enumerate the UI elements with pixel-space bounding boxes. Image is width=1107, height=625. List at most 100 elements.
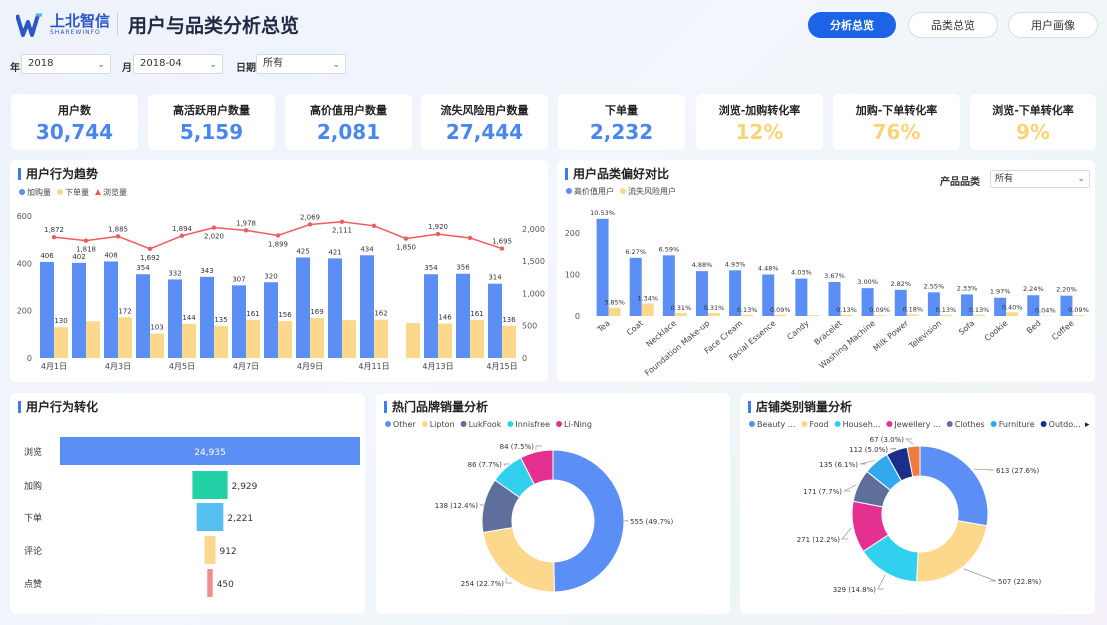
legend-entry[interactable]: Jewellery ...: [893, 420, 940, 429]
category-select[interactable]: 所有 ⌄: [990, 170, 1090, 188]
bar-purchase[interactable]: [104, 261, 118, 358]
legend-entry[interactable]: 高价值用户: [574, 186, 614, 196]
donut-slice[interactable]: [906, 445, 921, 478]
funnel-bar[interactable]: [196, 503, 224, 531]
bar-high-value[interactable]: [861, 288, 874, 316]
line-point[interactable]: [179, 233, 185, 238]
bar-order[interactable]: [118, 317, 132, 358]
bar-high-value[interactable]: [927, 292, 940, 316]
bar-high-value[interactable]: [629, 257, 642, 316]
bar-risk[interactable]: [840, 314, 853, 316]
bar-purchase[interactable]: [232, 285, 246, 358]
bar-purchase[interactable]: [200, 276, 214, 358]
line-point[interactable]: [467, 235, 473, 241]
funnel-bar[interactable]: [207, 569, 213, 597]
bar-purchase[interactable]: [296, 257, 310, 358]
legend-entry[interactable]: Other: [393, 420, 416, 429]
legend-entry[interactable]: 浏览量: [103, 187, 127, 197]
legend-entry[interactable]: Clothes: [955, 420, 985, 429]
nav-analysis-overview[interactable]: 分析总览: [808, 12, 896, 38]
bar-high-value[interactable]: [695, 271, 708, 316]
bar-high-value[interactable]: [762, 274, 775, 316]
bar-risk[interactable]: [973, 314, 986, 316]
line-point[interactable]: [371, 223, 377, 229]
legend-entry[interactable]: 下单量: [65, 187, 89, 197]
legend-entry[interactable]: Innisfree: [515, 420, 550, 429]
nav-category-overview[interactable]: 品类总览: [908, 12, 998, 38]
funnel-bar[interactable]: [60, 437, 360, 465]
funnel-bar[interactable]: [192, 471, 228, 499]
bar-order[interactable]: [374, 319, 388, 358]
month-select[interactable]: 2018-04 ⌄: [133, 54, 223, 74]
bar-high-value[interactable]: [828, 281, 841, 316]
legend-entry[interactable]: 流失风险用户: [628, 186, 676, 196]
bar-purchase[interactable]: [168, 279, 182, 358]
bar-order[interactable]: [182, 323, 196, 358]
bar-order[interactable]: [438, 323, 452, 358]
line-point[interactable]: [51, 234, 57, 240]
donut-slice[interactable]: [520, 449, 554, 486]
bar-purchase[interactable]: [456, 273, 470, 358]
line-point[interactable]: [339, 219, 345, 224]
legend-entry[interactable]: Lipton: [430, 420, 455, 429]
bar-order[interactable]: [246, 319, 260, 358]
legend-entry[interactable]: LukFook: [469, 420, 502, 429]
legend-entry[interactable]: Househ...: [843, 420, 881, 429]
year-select[interactable]: 2018 ⌄: [21, 54, 111, 74]
bar-risk[interactable]: [641, 303, 654, 316]
line-point[interactable]: [275, 233, 281, 238]
legend-entry[interactable]: Beauty ...: [757, 420, 795, 429]
line-point[interactable]: [83, 238, 89, 243]
bar-high-value[interactable]: [596, 218, 609, 316]
bar-order[interactable]: [310, 318, 324, 358]
line-point[interactable]: [115, 234, 121, 239]
bar-order[interactable]: [342, 320, 356, 358]
bar-risk[interactable]: [906, 314, 919, 316]
bar-purchase[interactable]: [424, 274, 438, 358]
date-select[interactable]: 所有 ⌄: [256, 54, 346, 74]
bar-purchase[interactable]: [72, 262, 86, 358]
bar-purchase[interactable]: [360, 255, 374, 358]
bar-purchase[interactable]: [328, 258, 342, 358]
bar-risk[interactable]: [674, 313, 687, 316]
bar-high-value[interactable]: [729, 270, 742, 316]
bar-purchase[interactable]: [264, 282, 278, 358]
nav-user-profile[interactable]: 用户画像: [1008, 12, 1098, 38]
bar-purchase[interactable]: [40, 261, 54, 358]
bar-risk[interactable]: [1072, 315, 1085, 316]
line-point[interactable]: [211, 225, 217, 230]
bar-risk[interactable]: [608, 307, 621, 316]
bar-risk[interactable]: [774, 314, 787, 316]
line-point[interactable]: [147, 246, 153, 251]
bar-risk[interactable]: [873, 315, 886, 316]
legend-next-icon[interactable]: ▸: [1085, 420, 1090, 430]
line-point[interactable]: [307, 222, 313, 227]
bar-high-value[interactable]: [961, 294, 974, 316]
bar-high-value[interactable]: [1027, 295, 1040, 316]
bar-order[interactable]: [470, 319, 484, 358]
funnel-bar[interactable]: [204, 536, 216, 564]
donut-slice[interactable]: [916, 520, 988, 583]
line-point[interactable]: [435, 231, 441, 237]
bar-purchase[interactable]: [136, 274, 150, 358]
legend-entry[interactable]: Food: [809, 420, 828, 429]
bar-order[interactable]: [86, 321, 100, 358]
bar-risk[interactable]: [741, 314, 754, 316]
legend-entry[interactable]: Outdo...: [1049, 420, 1081, 429]
bar-risk[interactable]: [807, 315, 820, 316]
bar-high-value[interactable]: [1060, 295, 1073, 316]
bar-order[interactable]: [278, 321, 292, 358]
bar-purchase[interactable]: [488, 283, 502, 358]
bar-order[interactable]: [406, 322, 420, 358]
bar-high-value[interactable]: [795, 278, 808, 316]
legend-entry[interactable]: 加购量: [27, 187, 51, 197]
bar-risk[interactable]: [939, 314, 952, 316]
legend-entry[interactable]: Furniture: [999, 420, 1035, 429]
bar-high-value[interactable]: [662, 255, 675, 316]
legend-entry[interactable]: Li-Ning: [564, 420, 592, 429]
line-point[interactable]: [243, 228, 249, 233]
bar-order[interactable]: [54, 327, 68, 358]
bar-order[interactable]: [214, 326, 228, 358]
line-point[interactable]: [499, 246, 505, 251]
line-point[interactable]: [403, 236, 409, 241]
